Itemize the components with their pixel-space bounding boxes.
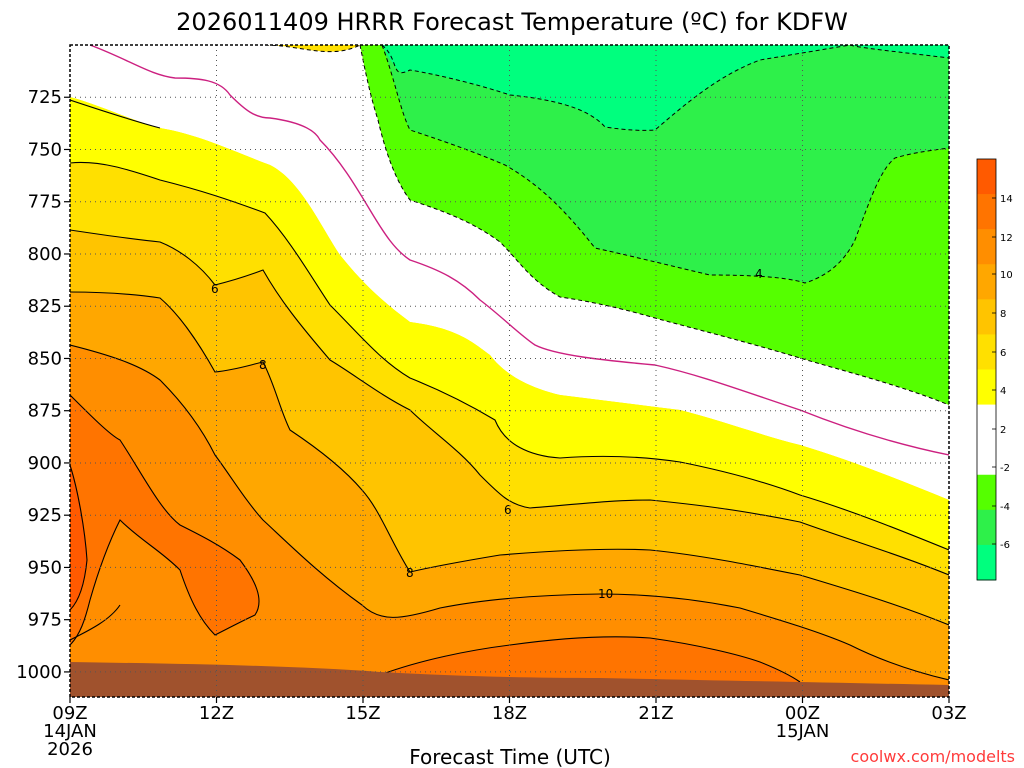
- contour-lines: [70, 99, 949, 683]
- contour-label-6a: 6: [211, 282, 219, 296]
- band-12-14: [70, 395, 260, 645]
- ground: [70, 662, 949, 697]
- colorbar-band: [977, 509, 996, 546]
- colorbar-band: [977, 194, 996, 230]
- contour-labels: 6 8 6 8 10 4: [211, 267, 763, 601]
- band-dark-green: [382, 45, 949, 131]
- y-tick-label: 800: [28, 244, 62, 265]
- x-tick-sublabel: 2026: [47, 739, 93, 760]
- colorbar-label: 6: [1000, 348, 1006, 359]
- colorbar-band: [977, 369, 996, 406]
- contour-label-10: 10: [598, 587, 613, 601]
- y-axis: 725 750 775 800 825 850 875 900 925 950 975 1000: [16, 87, 70, 683]
- chart-title: 2026011409 HRRR Forecast Temperature (ºC…: [176, 8, 848, 36]
- y-tick-label: 975: [28, 610, 62, 631]
- y-tick-label: 900: [28, 453, 62, 474]
- contour-label-8b: 8: [406, 566, 414, 580]
- band-12-14-low: [380, 636, 800, 682]
- y-tick-label: 725: [28, 87, 62, 108]
- colorbar-label: 10: [1000, 270, 1013, 281]
- colorbar-band: [977, 334, 996, 370]
- colorbar-label: 8: [1000, 309, 1006, 320]
- y-tick-label: 925: [28, 505, 62, 526]
- plot-area: 6 8 6 8 10 4: [70, 45, 949, 697]
- y-tick-label: 875: [28, 401, 62, 422]
- contour-label-4: 4: [755, 267, 763, 281]
- x-axis-title: Forecast Time (UTC): [409, 745, 611, 768]
- y-tick-label: 825: [28, 296, 62, 317]
- x-tick-sublabel: 15JAN: [776, 721, 830, 742]
- y-tick-label: 1000: [16, 662, 62, 683]
- x-tick-label: 09Z: [52, 703, 87, 724]
- y-tick-label: 850: [28, 348, 62, 369]
- colorbar-band: [977, 439, 996, 476]
- colorbar: 14 12 10 8 6 4 2 -2 -4 -6: [976, 158, 1013, 581]
- colorbar-label: -2: [1000, 463, 1010, 474]
- colorbar-band: [977, 474, 996, 511]
- colorbar-label: -6: [1000, 540, 1010, 551]
- colorbar-band: [977, 404, 996, 441]
- colorbar-band: [977, 544, 996, 581]
- x-tick-sublabel: 14JAN: [43, 721, 97, 742]
- contour-label-8a: 8: [259, 358, 267, 372]
- x-tick-label: 18Z: [492, 703, 527, 724]
- colorbar-label: 2: [1000, 425, 1006, 436]
- zero-contour: [89, 45, 949, 456]
- colorbar-band: [977, 159, 996, 195]
- x-tick-label: 21Z: [638, 703, 673, 724]
- band-10-12: [70, 345, 949, 697]
- colorbar-frame: [976, 158, 997, 581]
- y-tick-label: 750: [28, 139, 62, 160]
- colorbar-label: -4: [1000, 502, 1010, 513]
- x-tick-label: 15Z: [345, 703, 380, 724]
- band-14: [70, 465, 87, 610]
- y-tick-label: 775: [28, 192, 62, 213]
- y-tick-label: 950: [28, 557, 62, 578]
- colorbar-label: 12: [1000, 233, 1013, 244]
- colorbar-label: 4: [1000, 386, 1006, 397]
- colorbar-band: [977, 299, 996, 335]
- band-mid-green: [382, 45, 949, 283]
- credit-text: coolwx.com/modelts: [851, 747, 1015, 766]
- band-yellow: [70, 97, 949, 550]
- colorbar-band: [977, 264, 996, 300]
- x-tick-label: 03Z: [931, 703, 966, 724]
- grid-lines: [70, 45, 949, 697]
- colorbar-label: 14: [1000, 194, 1013, 205]
- colorbar-band: [977, 229, 996, 265]
- x-tick-label: 00Z: [785, 703, 820, 724]
- x-tick-label: 12Z: [199, 703, 234, 724]
- contour-label-6b: 6: [504, 503, 512, 517]
